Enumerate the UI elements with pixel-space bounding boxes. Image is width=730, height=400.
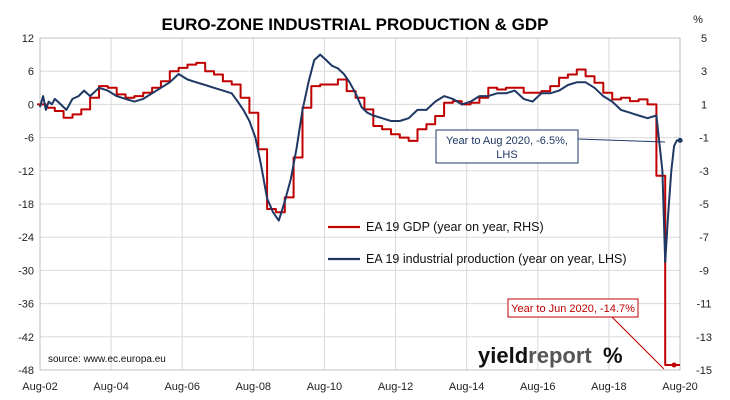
left-tick-label: 0 — [28, 99, 34, 111]
left-tick-label: -48 — [18, 365, 34, 377]
logo-wordmark: yieldreport — [478, 343, 592, 368]
left-tick-label: 6 — [28, 66, 34, 78]
right-axis-ticks: 5 3 1 -1 -3 -5 -7 -9 -11 -13 -15 — [696, 33, 712, 377]
right-tick-label: -13 — [696, 332, 712, 344]
axes — [39, 37, 681, 371]
right-tick-label: 1 — [701, 99, 707, 111]
source-note: source: www.ec.europa.eu — [48, 354, 166, 365]
legend: EA 19 GDP (year on year, RHS) EA 19 indu… — [328, 220, 627, 266]
annotation-industrial-production: Year to Aug 2020, -6.5%, LHS — [435, 129, 666, 164]
series-line-industrial-production — [38, 53, 681, 264]
annotation-marker — [671, 362, 677, 368]
logo-percent-icon: % — [603, 343, 623, 368]
x-tick-label: Aug-20 — [662, 381, 697, 393]
plot-frame — [39, 37, 681, 371]
series-layer — [37, 53, 683, 368]
right-tick-label: 5 — [701, 33, 707, 45]
annotation-box — [507, 298, 639, 318]
right-tick-label: -15 — [696, 365, 712, 377]
annotation-label: Year to Jun 2020, -14.7% — [511, 303, 635, 315]
annotation-leader-line — [576, 138, 666, 143]
left-tick-label: -6 — [24, 133, 34, 145]
right-tick-label: -9 — [699, 265, 709, 277]
x-axis-ticks: Aug-02 Aug-04 Aug-06 Aug-08 Aug-10 Aug-12 Aug-… — [22, 381, 697, 393]
x-tick-label: Aug-04 — [93, 381, 128, 393]
x-tick-label: Aug-14 — [449, 381, 484, 393]
legend-label-industrial-production: EA 19 industrial production (year on yea… — [366, 252, 627, 266]
left-axis-ticks: 12 6 0 -6 -12 -18 -24 -30 -36 -42 -48 — [18, 33, 34, 377]
left-tick-label: -18 — [18, 199, 34, 211]
legend-label-gdp: EA 19 GDP (year on year, RHS) — [366, 220, 544, 234]
right-axis-unit: % — [693, 14, 703, 26]
chart-title: EURO-ZONE INDUSTRIAL PRODUCTION & GDP — [162, 15, 549, 34]
left-tick-label: -12 — [18, 166, 34, 178]
left-tick-label: -24 — [18, 232, 34, 244]
logo-word-yield: yield — [478, 343, 528, 368]
right-tick-label: -7 — [699, 232, 709, 244]
x-tick-label: Aug-16 — [520, 381, 555, 393]
yieldreport-logo: yieldreport % — [478, 343, 623, 368]
right-tick-label: -5 — [699, 199, 709, 211]
left-tick-label: -36 — [18, 299, 34, 311]
x-tick-label: Aug-02 — [22, 381, 57, 393]
x-tick-label: Aug-12 — [378, 381, 413, 393]
right-tick-label: 3 — [701, 66, 707, 78]
x-tick-label: Aug-08 — [236, 381, 271, 393]
left-tick-label: -30 — [18, 265, 34, 277]
annotation-label-line-1: Year to Aug 2020, -6.5%, — [446, 135, 568, 147]
x-tick-label: Aug-06 — [164, 381, 199, 393]
annotation-marker — [677, 137, 683, 143]
annotation-box — [435, 129, 579, 164]
left-tick-label: -42 — [18, 332, 34, 344]
x-tick-label: Aug-10 — [307, 381, 342, 393]
logo-word-report: report — [528, 343, 592, 368]
right-tick-label: -11 — [696, 299, 711, 311]
right-tick-label: -1 — [699, 133, 709, 145]
right-tick-label: -3 — [699, 166, 709, 178]
left-tick-label: 12 — [22, 33, 34, 45]
x-tick-label: Aug-18 — [591, 381, 626, 393]
annotation-gdp: Year to Jun 2020, -14.7% — [507, 298, 665, 370]
annotation-label-line-2: LHS — [496, 149, 517, 161]
annotation-leader-line — [611, 316, 665, 370]
